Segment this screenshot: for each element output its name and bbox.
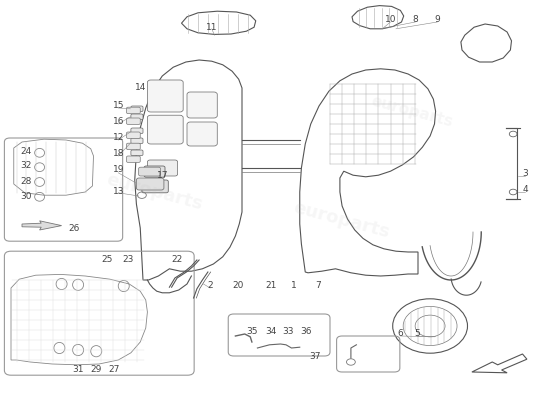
- FancyBboxPatch shape: [147, 80, 183, 112]
- Text: 34: 34: [265, 327, 276, 336]
- Text: 21: 21: [265, 282, 276, 290]
- Polygon shape: [22, 221, 62, 230]
- FancyBboxPatch shape: [147, 160, 178, 176]
- FancyBboxPatch shape: [136, 178, 164, 190]
- Text: 10: 10: [385, 15, 396, 24]
- Text: 8: 8: [412, 15, 418, 24]
- Text: 27: 27: [108, 366, 119, 374]
- Polygon shape: [472, 354, 527, 373]
- Text: 26: 26: [69, 224, 80, 233]
- Text: 1: 1: [292, 282, 297, 290]
- Text: 17: 17: [157, 172, 168, 180]
- Text: 36: 36: [300, 327, 311, 336]
- FancyBboxPatch shape: [126, 107, 140, 114]
- FancyBboxPatch shape: [126, 156, 140, 162]
- Text: 20: 20: [232, 282, 243, 290]
- Text: europarts: europarts: [104, 170, 204, 214]
- Text: 7: 7: [315, 282, 321, 290]
- FancyBboxPatch shape: [131, 138, 143, 144]
- Text: 14: 14: [135, 84, 146, 92]
- FancyBboxPatch shape: [131, 114, 143, 120]
- Text: 5: 5: [414, 330, 420, 338]
- FancyBboxPatch shape: [142, 180, 168, 193]
- FancyBboxPatch shape: [131, 150, 143, 156]
- Text: 28: 28: [21, 178, 32, 186]
- FancyBboxPatch shape: [187, 122, 217, 146]
- Text: 24: 24: [21, 147, 32, 156]
- Text: 29: 29: [91, 366, 102, 374]
- FancyBboxPatch shape: [139, 167, 161, 176]
- FancyBboxPatch shape: [126, 143, 140, 150]
- Text: 9: 9: [434, 15, 440, 24]
- FancyBboxPatch shape: [144, 166, 165, 177]
- FancyBboxPatch shape: [187, 92, 217, 118]
- Text: 15: 15: [113, 102, 124, 110]
- Text: 33: 33: [283, 327, 294, 336]
- Text: 32: 32: [21, 162, 32, 170]
- Text: europarts: europarts: [370, 94, 455, 130]
- Text: 30: 30: [21, 192, 32, 201]
- Text: 2: 2: [207, 282, 213, 290]
- FancyBboxPatch shape: [131, 128, 143, 134]
- Text: 16: 16: [113, 118, 124, 126]
- Text: 23: 23: [122, 255, 133, 264]
- Text: europarts: europarts: [291, 198, 391, 242]
- Text: 31: 31: [73, 366, 84, 374]
- Text: 25: 25: [102, 255, 113, 264]
- Text: 37: 37: [309, 352, 320, 361]
- Text: 22: 22: [172, 255, 183, 264]
- Text: 4: 4: [522, 186, 528, 194]
- Text: 11: 11: [206, 23, 217, 32]
- Text: 35: 35: [246, 327, 257, 336]
- Text: 6: 6: [398, 330, 403, 338]
- Text: 12: 12: [113, 134, 124, 142]
- FancyBboxPatch shape: [126, 118, 140, 124]
- Text: 19: 19: [113, 166, 124, 174]
- FancyBboxPatch shape: [126, 132, 140, 138]
- FancyBboxPatch shape: [131, 106, 143, 112]
- Text: 3: 3: [522, 170, 528, 178]
- Text: 18: 18: [113, 150, 124, 158]
- Text: 13: 13: [113, 187, 124, 196]
- FancyBboxPatch shape: [147, 115, 183, 144]
